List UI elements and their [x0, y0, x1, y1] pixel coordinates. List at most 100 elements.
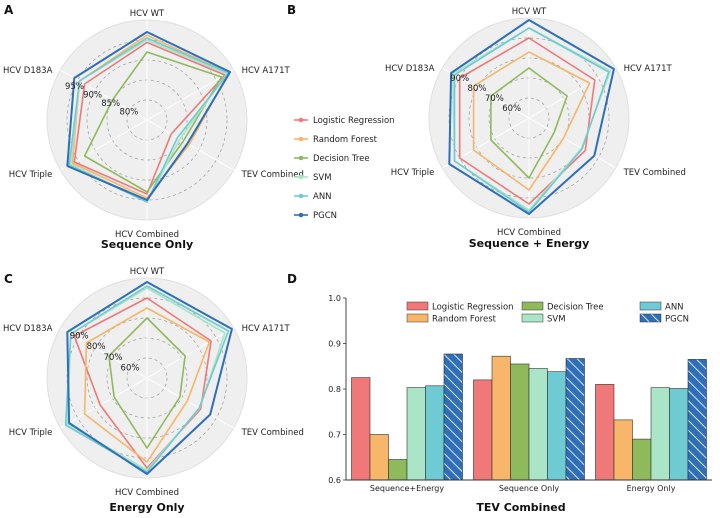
- radar-spoke: [146, 69, 234, 121]
- shared-legend: Logistic Regression Random Forest Decision…: [294, 116, 395, 221]
- radar-series-decision-tree: [490, 67, 568, 179]
- legend-label-logistic-regression: Logistic Regression: [313, 116, 395, 126]
- radar-grid-ring: [66, 39, 228, 201]
- bar-svm-energy-only: [650, 387, 670, 481]
- bar-ann-sequence-only: [547, 371, 567, 481]
- bar-legend-label-logistic-regression: Logistic Regression: [432, 303, 514, 313]
- axis-label-hcv-triple: HCV Triple: [9, 170, 53, 180]
- ring-label: 60%: [121, 363, 140, 373]
- bar-logistic-regression-energy-only: [595, 384, 615, 481]
- legend-marker-logistic-regression: [298, 117, 304, 123]
- radar-spoke: [442, 67, 530, 119]
- x-tick-label-energy-only: Energy Only: [627, 484, 676, 493]
- radar-grid-ring: [448, 37, 610, 199]
- radar-series-pgcn: [448, 19, 615, 215]
- y-tick-label: 1.0: [328, 294, 341, 303]
- bar-decision-tree-sequence-only: [510, 363, 530, 481]
- radar-series-logistic-regression: [73, 41, 226, 195]
- radar-series-pgcn: [66, 281, 233, 475]
- ring-label: 70%: [485, 94, 504, 104]
- radar-series-random-forest: [472, 51, 591, 191]
- bar-ann-sequence-energy: [425, 385, 445, 481]
- bar-legend-swatch-pgcn: [639, 313, 662, 323]
- legend-label-decision-tree: Decision Tree: [313, 154, 370, 164]
- radar-grid-ring: [66, 297, 228, 459]
- panel-letter-b: B: [287, 3, 296, 17]
- ring-label: 60%: [502, 104, 521, 114]
- radar-spoke: [146, 377, 234, 429]
- panel-title-c: Energy Only: [109, 501, 184, 514]
- axis-label-hcv-a171t: HCV A171T: [242, 324, 291, 334]
- ring-label: 80%: [87, 342, 106, 352]
- axis-label-hcv-combined: HCV Combined: [115, 230, 179, 240]
- ring-label: 80%: [468, 84, 487, 94]
- bar-legend-swatch-logistic-regression: [406, 301, 429, 311]
- bar-decision-tree-energy-only: [632, 438, 652, 481]
- radar-series-ann: [64, 285, 230, 473]
- radar-series-ann: [453, 27, 610, 213]
- axis-label-tev-combined: TEV Combined: [623, 168, 686, 178]
- x-tick-label-sequence-energy: Sequence+Energy: [370, 484, 444, 493]
- axis-label-hcv-d183a: HCV D183A: [385, 64, 435, 74]
- panel-title-a: Sequence Only: [101, 238, 193, 251]
- axis-label-hcv-wt: HCV WT: [130, 9, 165, 19]
- ring-label: 90%: [70, 332, 89, 342]
- radar-panel-c: C 60%70%80%90% HCV WT HCV A171T TEV Combined…: [3, 267, 304, 514]
- ring-label: 85%: [101, 99, 120, 109]
- bar-pgcn-energy-only: [687, 359, 707, 481]
- axis-label-hcv-d183a: HCV D183A: [3, 324, 53, 334]
- panel-title-d: TEV Combined: [476, 501, 565, 514]
- axis-label-hcv-wt: HCV WT: [130, 267, 165, 277]
- bar-legend-swatch-svm: [521, 313, 544, 323]
- radar-series-logistic-regression: [458, 37, 596, 205]
- ring-label: 90%: [83, 91, 102, 101]
- x-tick-label-sequence-only: Sequence Only: [499, 484, 560, 493]
- y-tick-label: 0.6: [328, 476, 341, 485]
- bar-logistic-regression-sequence-energy: [351, 377, 371, 481]
- legend-marker-decision-tree: [298, 155, 304, 161]
- bar-legend-swatch-decision-tree: [521, 301, 544, 311]
- ring-label: 90%: [450, 74, 469, 84]
- bar-pgcn-sequence-only: [565, 358, 585, 481]
- radar-series-random-forest: [83, 307, 211, 463]
- bar-legend-label-svm: SVM: [547, 315, 566, 325]
- legend-label-random-forest: Random Forest: [313, 135, 378, 145]
- axis-label-hcv-wt: HCV WT: [512, 7, 547, 17]
- bar-logistic-regression-sequence-only: [473, 379, 493, 481]
- legend-marker-ann: [298, 193, 304, 199]
- radar-spoke: [60, 377, 148, 429]
- legend-label-svm: SVM: [313, 173, 332, 183]
- radar-series-svm: [451, 27, 612, 211]
- radar-spoke: [528, 117, 616, 169]
- bar-svm-sequence-energy: [406, 387, 426, 481]
- axis-label-hcv-d183a: HCV D183A: [3, 66, 53, 76]
- legend-marker-svm: [298, 174, 304, 180]
- panel-letter-d: D: [287, 272, 297, 286]
- radar-spoke: [442, 117, 530, 169]
- ring-label: 70%: [104, 353, 123, 363]
- radar-spoke: [146, 327, 234, 379]
- y-tick-label: 0.9: [328, 340, 341, 349]
- axis-label-hcv-triple: HCV Triple: [391, 168, 435, 178]
- bar-legend-swatch-random-forest: [406, 313, 429, 323]
- ring-label: 80%: [119, 108, 138, 118]
- radar-series-logistic-regression: [73, 297, 212, 469]
- bar-decision-tree-sequence-energy: [388, 459, 408, 481]
- radar-series-decision-tree: [83, 51, 223, 193]
- bar-ann-energy-only: [669, 388, 689, 481]
- axis-label-hcv-combined: HCV Combined: [115, 488, 179, 498]
- ring-label: 95%: [65, 82, 84, 92]
- bar-random-forest-sequence-only: [491, 355, 511, 481]
- legend-marker-random-forest: [298, 136, 304, 142]
- radar-series-pgcn: [66, 31, 232, 201]
- bar-legend-swatch-ann: [639, 301, 662, 311]
- axis-label-hcv-a171t: HCV A171T: [624, 64, 673, 74]
- axis-label-hcv-triple: HCV Triple: [9, 428, 53, 438]
- bar-panel-d: D 0.6 0.7 0.8 0.9 1.0 Sequence+Energy Sequence …: [287, 272, 712, 514]
- radar-panel-a: A 80%85%90%95% HCV WT HCV A171T TEV Combined…: [3, 3, 304, 251]
- y-tick-label: 0.7: [328, 431, 341, 440]
- bar-legend-label-pgcn: PGCN: [665, 315, 689, 325]
- bar-legend-label-ann: ANN: [665, 303, 684, 313]
- panel-letter-a: A: [4, 3, 14, 17]
